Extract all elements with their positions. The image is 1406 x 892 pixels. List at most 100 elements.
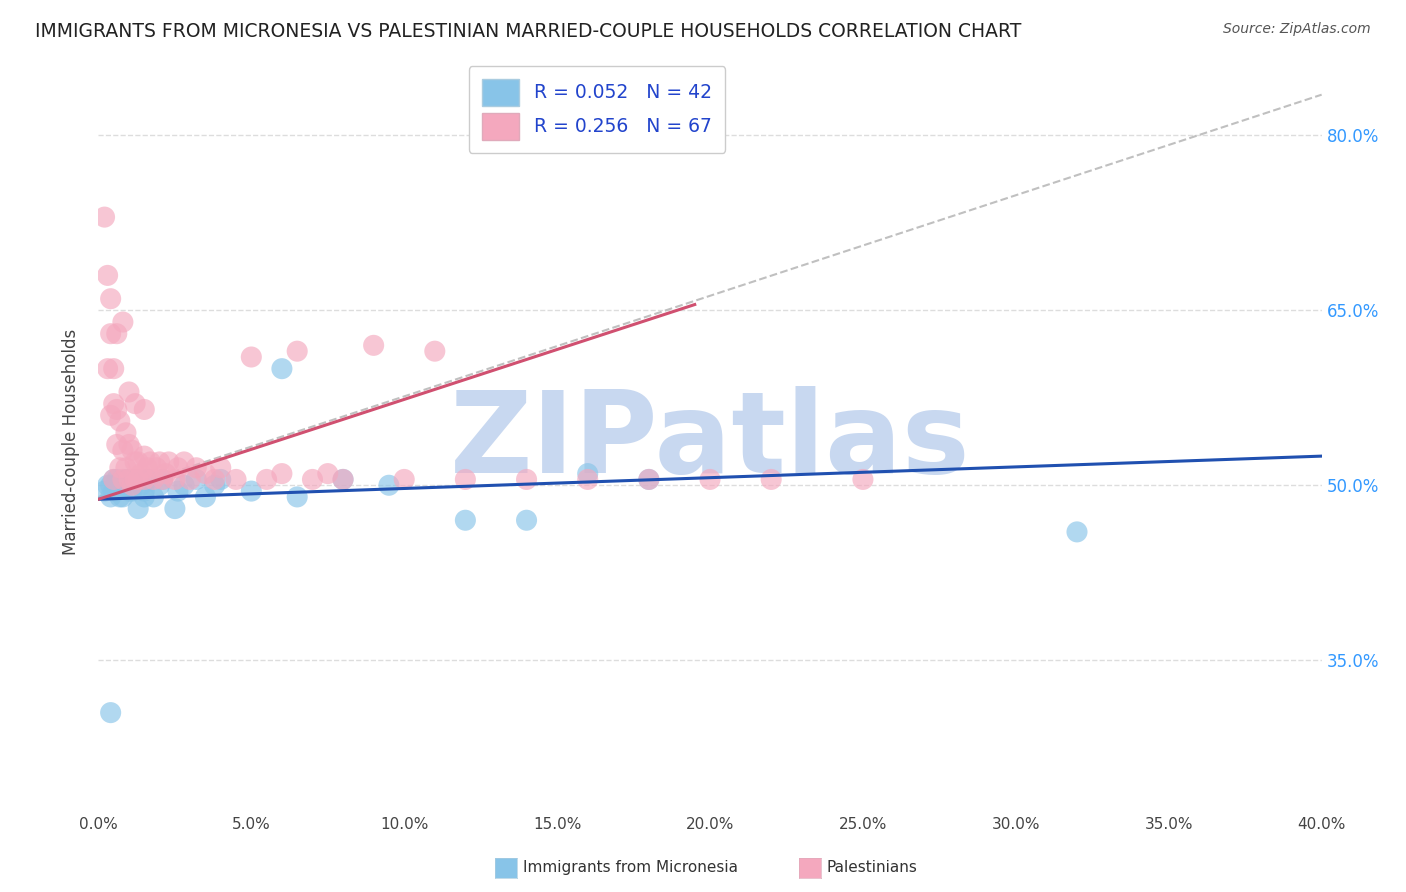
Point xyxy=(124,472,146,486)
Point xyxy=(134,402,156,417)
Point xyxy=(103,472,125,486)
Point xyxy=(108,490,131,504)
Point xyxy=(225,472,247,486)
Point xyxy=(139,455,162,469)
Point xyxy=(194,490,217,504)
Point xyxy=(852,472,875,486)
Point xyxy=(118,472,141,486)
Point xyxy=(516,513,538,527)
Point xyxy=(179,472,201,486)
Point xyxy=(118,484,141,499)
Point xyxy=(105,472,128,486)
Point xyxy=(97,268,120,283)
Point xyxy=(209,460,232,475)
Legend: R = 0.052   N = 42, R = 0.256   N = 67: R = 0.052 N = 42, R = 0.256 N = 67 xyxy=(468,66,725,153)
Point xyxy=(134,449,156,463)
Point xyxy=(115,460,138,475)
Text: Immigrants from Micronesia: Immigrants from Micronesia xyxy=(523,861,738,875)
Point xyxy=(204,478,226,492)
Point xyxy=(118,437,141,451)
Point xyxy=(136,472,159,486)
Point xyxy=(93,484,115,499)
Point xyxy=(103,397,125,411)
Point xyxy=(454,472,477,486)
Point xyxy=(759,472,782,486)
Point xyxy=(118,384,141,399)
Point xyxy=(111,472,134,486)
Point xyxy=(157,455,180,469)
Point xyxy=(121,478,143,492)
Point xyxy=(1066,524,1088,539)
Point xyxy=(285,344,308,359)
Point xyxy=(576,472,599,486)
Point xyxy=(167,460,190,475)
Text: Source: ZipAtlas.com: Source: ZipAtlas.com xyxy=(1223,22,1371,37)
Point xyxy=(100,326,122,341)
Point xyxy=(363,338,385,352)
Point xyxy=(97,478,120,492)
Point xyxy=(111,478,134,492)
Point xyxy=(103,484,125,499)
Text: Palestinians: Palestinians xyxy=(827,861,918,875)
Point xyxy=(108,414,131,428)
Point xyxy=(103,361,125,376)
Point xyxy=(516,472,538,486)
Point xyxy=(270,467,292,481)
Point xyxy=(105,326,128,341)
Point xyxy=(100,478,122,492)
Point xyxy=(103,472,125,486)
Text: IMMIGRANTS FROM MICRONESIA VS PALESTINIAN MARRIED-COUPLE HOUSEHOLDS CORRELATION : IMMIGRANTS FROM MICRONESIA VS PALESTINIA… xyxy=(35,22,1022,41)
Point xyxy=(100,292,122,306)
Point xyxy=(576,467,599,481)
Point xyxy=(111,443,134,458)
Point xyxy=(100,706,122,720)
Point xyxy=(129,478,152,492)
Point xyxy=(121,484,143,499)
Point xyxy=(637,472,661,486)
Point xyxy=(173,455,195,469)
Point xyxy=(378,478,401,492)
Point xyxy=(155,467,177,481)
Point xyxy=(127,501,149,516)
Point xyxy=(105,437,128,451)
Point xyxy=(149,478,172,492)
Point xyxy=(105,402,128,417)
Point xyxy=(136,460,159,475)
Point xyxy=(152,472,174,486)
Point xyxy=(332,472,354,486)
Point xyxy=(699,472,721,486)
Point xyxy=(134,484,156,499)
Point xyxy=(111,490,134,504)
Point xyxy=(115,425,138,440)
Point xyxy=(173,478,195,492)
Point xyxy=(240,484,263,499)
Point xyxy=(118,478,141,492)
Point xyxy=(186,472,208,486)
Point xyxy=(121,443,143,458)
Point xyxy=(115,472,138,486)
Point xyxy=(97,361,120,376)
Point xyxy=(127,472,149,486)
Point xyxy=(256,472,278,486)
Point xyxy=(142,490,165,504)
Point xyxy=(454,513,477,527)
Text: ZIPatlas: ZIPatlas xyxy=(450,386,970,497)
Point xyxy=(270,361,292,376)
Point xyxy=(423,344,446,359)
Point xyxy=(316,467,339,481)
Point xyxy=(301,472,323,486)
Y-axis label: Married-couple Households: Married-couple Households xyxy=(62,328,80,555)
Point xyxy=(163,472,186,486)
Point xyxy=(186,460,208,475)
Point xyxy=(194,467,217,481)
Point xyxy=(149,455,172,469)
Point xyxy=(392,472,416,486)
Point xyxy=(142,472,165,486)
Point xyxy=(152,472,174,486)
Point xyxy=(332,472,354,486)
Point xyxy=(134,490,156,504)
Point xyxy=(134,472,156,486)
Point xyxy=(637,472,661,486)
Point xyxy=(163,501,186,516)
Point xyxy=(204,472,226,486)
